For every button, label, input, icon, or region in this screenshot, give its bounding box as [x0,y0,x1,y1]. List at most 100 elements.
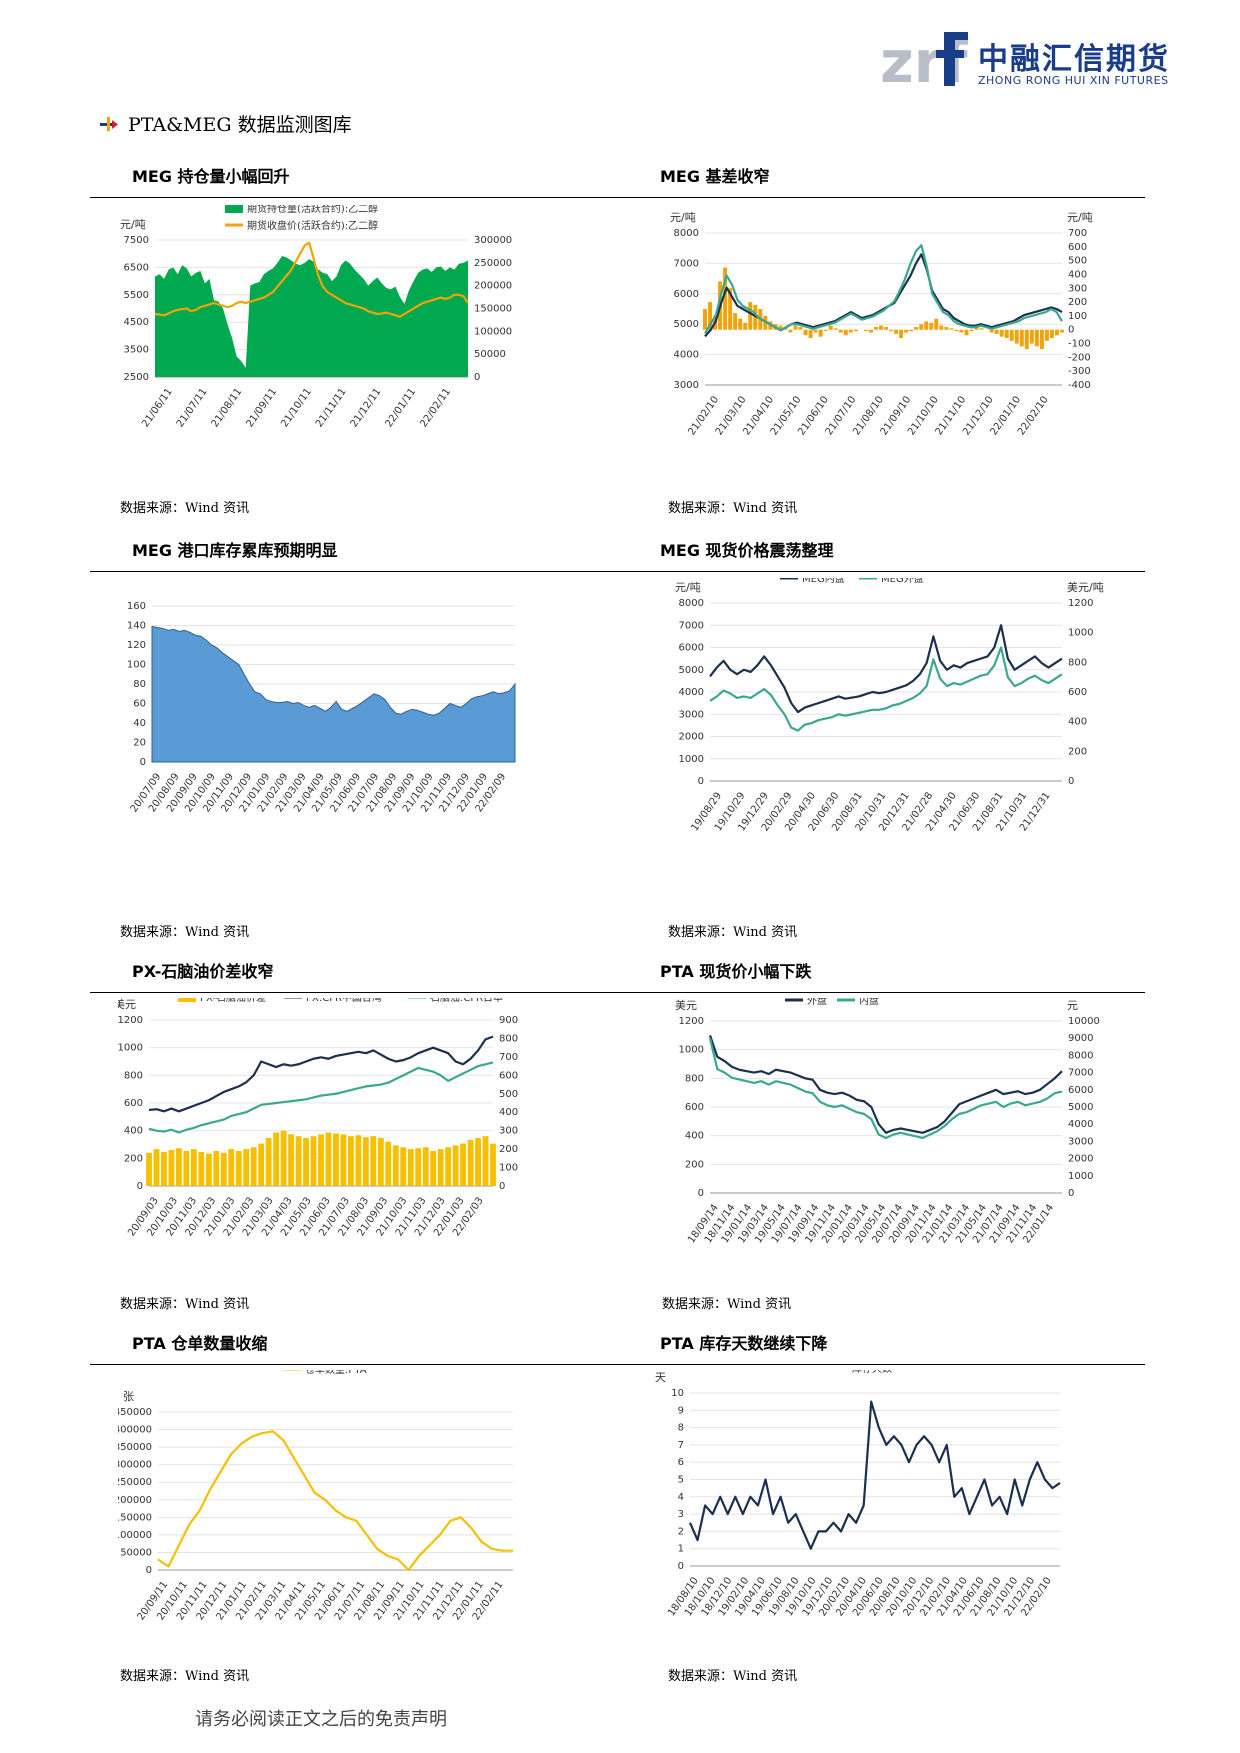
right-tick-label: 200 [1068,746,1087,757]
right-tick-label: 3000 [1068,1136,1093,1147]
series-bar [778,325,783,330]
left-unit-label: 元/吨 [670,211,696,224]
series-bar [748,302,753,330]
source-note: 数据来源：Wind 资讯 [120,501,250,516]
x-tick-label: 22/01/11 [384,386,419,429]
series-bar [340,1134,347,1186]
series-area [155,255,468,377]
panel-5-title: PX-石脑油价差收窄 [132,962,274,981]
source-note: 数据来源：Wind 资讯 [668,925,798,940]
series-bar [793,325,798,330]
left-tick-label: 6000 [674,289,699,300]
x-tick-label: 21/11/11 [314,386,349,429]
left-tick-label: 400000 [118,1425,152,1436]
right-tick-label: 1000 [1068,1171,1093,1182]
series-bar [161,1151,167,1186]
right-tick-label: 10000 [1068,1016,1100,1027]
left-tick-label: 5500 [124,290,149,301]
left-unit-label: 天 [655,1371,666,1384]
series-line [704,244,1063,334]
source-note: 数据来源：Wind 资讯 [668,1669,798,1684]
right-tick-label: -400 [1068,380,1091,391]
right-tick-label: 7000 [1068,1068,1093,1079]
left-tick-label: 1 [678,1544,684,1555]
right-unit-label: 元 [1067,999,1078,1012]
series-bar [788,329,793,333]
series-bar [728,288,733,330]
x-tick-label: 21/07/11 [175,386,210,429]
series-bar [333,1133,339,1186]
divider-row-1 [90,197,1145,198]
series-bar [979,328,984,330]
left-tick-label: 120 [127,640,146,651]
series-bar [873,326,878,330]
right-tick-label: 800 [1068,657,1087,668]
right-tick-label: -100 [1068,339,1091,350]
series-bar [904,329,909,333]
series-bar [407,1149,414,1186]
series-bar [828,325,833,330]
series-bar [753,304,758,330]
series-line [154,241,469,318]
left-tick-label: 2500 [124,372,149,383]
series-bar [377,1138,384,1186]
left-tick-label: 6000 [679,643,704,654]
left-tick-label: 4000 [679,687,704,698]
right-tick-label: 1200 [1068,598,1093,609]
x-tick-label: 22/02/11 [418,386,453,429]
left-tick-label: 350000 [118,1442,152,1453]
left-tick-label: 4 [678,1492,684,1503]
series-bar [974,326,979,330]
left-tick-label: 10 [671,1388,684,1399]
series-bar [220,1152,227,1186]
series-bar [848,329,853,333]
source-note: 数据来源：Wind 资讯 [120,925,250,940]
series-line [708,1037,1063,1140]
left-tick-label: 5000 [674,319,699,330]
left-tick-label: 300000 [118,1460,152,1471]
series-bar [823,329,828,332]
series-bar [1004,329,1009,339]
left-tick-label: 200000 [118,1495,152,1506]
divider-row-2 [90,571,1145,572]
chart-2-root: 020406080100120140160万吨20/07/0920/08/092… [127,601,516,815]
right-tick-label: 700 [499,1052,518,1063]
series-bar [959,329,964,333]
series-bar [899,329,904,339]
panel-6-title: PTA 现货价小幅下跌 [660,962,812,981]
series-line [688,1400,1061,1550]
series-bar [362,1137,369,1186]
left-unit-label: 元/吨 [675,581,701,594]
panel-4-title: MEG 现货价格震荡整理 [660,541,834,560]
right-tick-label: 200 [1068,297,1087,308]
series-bar [235,1150,242,1186]
series-bar [949,328,954,330]
left-tick-label: 1200 [118,1015,143,1026]
right-tick-label: 50000 [474,349,506,360]
left-tick-label: 0 [137,1181,143,1192]
legend-label: MEG内盘 [802,578,845,585]
chart-pta-inventory-days: 012345678910天18/08/1018/10/1018/12/1019/… [655,1370,1061,1619]
series-bar [1060,329,1064,333]
bullet-arrow-icon [100,116,118,131]
series-bar [914,326,919,330]
left-tick-label: 4500 [124,317,149,328]
chart-4-root: 0 200 400 600 800 1000 1200 0 100 200 300 400 500 600… [118,998,518,1239]
series-bar [989,329,994,333]
right-tick-label: 150000 [474,304,512,315]
series-bar [964,329,969,336]
left-tick-label: 800 [685,1073,704,1084]
legend-label: 内盘 [859,998,879,1007]
chart-3-root: 0 1000 2000 3000 4000 5000 6000 7000 8000 0 200 400… [675,578,1104,834]
right-tick-label: 300 [499,1126,518,1137]
series-bar [879,325,883,330]
series-bar [868,329,873,333]
panel-1-title: MEG 持仓量小幅回升 [132,167,290,186]
chart-px-naphtha-spread: 0 200 400 600 800 1000 1200 0 100 200 300 400 500 600… [118,998,518,1239]
divider-row-3 [90,992,1145,993]
right-tick-label: 400 [1068,717,1087,728]
left-tick-label: 20 [133,738,146,749]
left-tick-label: 1000 [679,1045,704,1056]
series-bar [919,324,924,330]
chart-pta-spot-price: 0 200 400 600 800 1000 1200 0 1000 2000 3000 4000 50… [675,998,1100,1246]
